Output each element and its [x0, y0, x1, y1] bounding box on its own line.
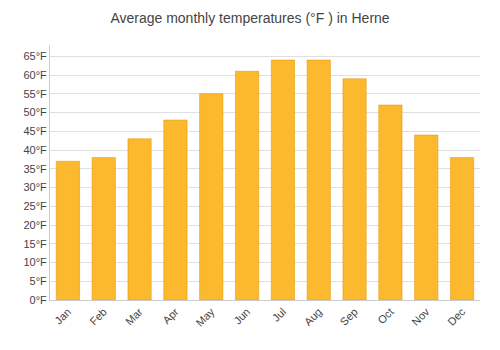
svg-text:Jun: Jun — [231, 306, 252, 327]
svg-text:60°F: 60°F — [23, 69, 47, 81]
svg-text:30°F: 30°F — [23, 181, 47, 193]
svg-text:25°F: 25°F — [23, 200, 47, 212]
svg-text:35°F: 35°F — [23, 163, 47, 175]
svg-text:Jul: Jul — [270, 306, 288, 324]
svg-text:50°F: 50°F — [23, 106, 47, 118]
svg-text:20°F: 20°F — [23, 219, 47, 231]
svg-text:Feb: Feb — [87, 306, 109, 328]
svg-text:Sep: Sep — [338, 306, 360, 328]
svg-text:Apr: Apr — [160, 305, 181, 326]
svg-text:5°F: 5°F — [30, 275, 48, 287]
svg-text:15°F: 15°F — [23, 238, 47, 250]
svg-text:55°F: 55°F — [23, 88, 47, 100]
svg-text:Nov: Nov — [409, 305, 432, 328]
svg-text:Dec: Dec — [445, 305, 468, 328]
svg-text:65°F: 65°F — [23, 50, 47, 62]
svg-text:Aug: Aug — [302, 306, 324, 328]
svg-text:45°F: 45°F — [23, 125, 47, 137]
svg-text:0°F: 0°F — [30, 294, 48, 306]
svg-text:Mar: Mar — [123, 305, 145, 327]
svg-text:10°F: 10°F — [23, 256, 47, 268]
svg-text:May: May — [193, 305, 217, 329]
svg-text:Oct: Oct — [375, 306, 396, 327]
svg-text:Average monthly temperatures (: Average monthly temperatures (°F ) in He… — [110, 10, 389, 26]
svg-text:40°F: 40°F — [23, 144, 47, 156]
svg-text:Jan: Jan — [52, 306, 73, 327]
